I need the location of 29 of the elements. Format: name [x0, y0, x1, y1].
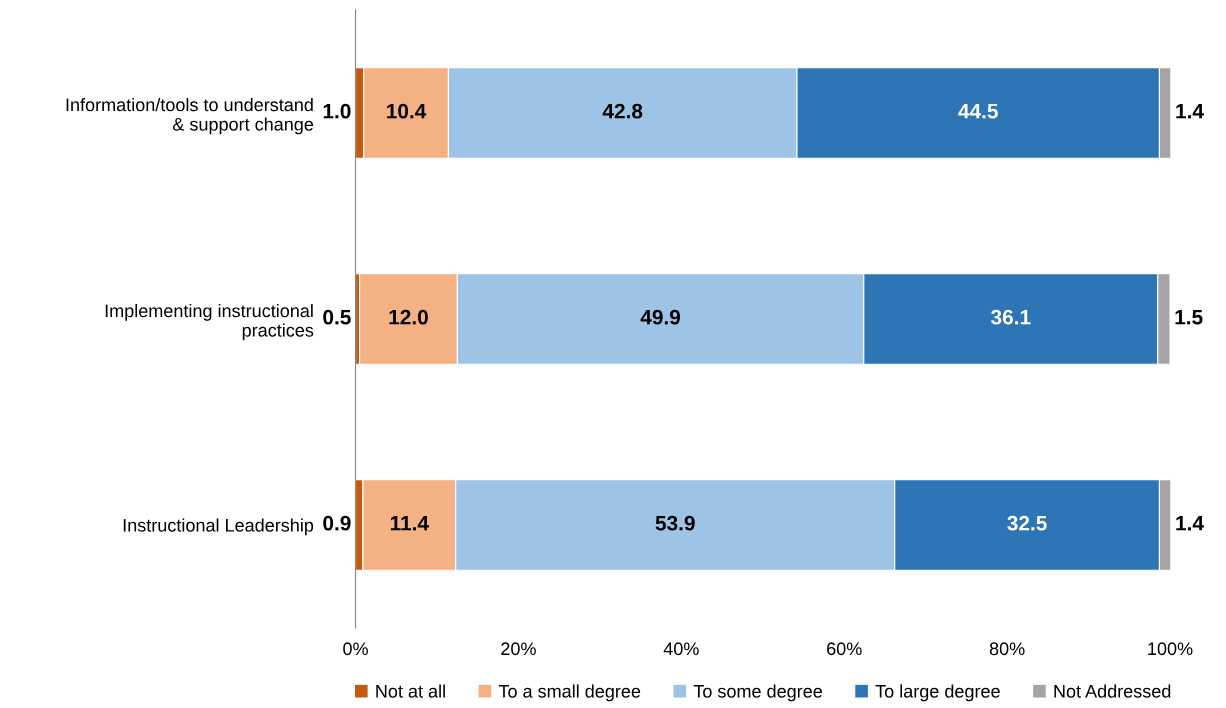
x-tick-label: 80%	[989, 642, 1025, 656]
legend-label: Not at all	[376, 684, 445, 698]
x-tick-label: 20%	[501, 642, 536, 656]
data-label: 1.5	[1175, 310, 1203, 325]
data-label: 0.5	[323, 309, 351, 325]
legend-label: To some degree	[693, 684, 822, 702]
x-tick-label: 100%	[1148, 642, 1193, 656]
data-label: 1.0	[323, 103, 351, 119]
data-label: 11.4	[390, 516, 429, 531]
y-tick-label: Information/tools to understand & support change	[66, 97, 314, 135]
data-label: 1.4	[1176, 103, 1204, 119]
data-label: 36.1	[990, 309, 1031, 325]
y-tick-label: Implementing instructional practices	[105, 304, 314, 341]
data-label: 49.9	[640, 309, 681, 325]
x-tick-label: 40%	[663, 642, 699, 656]
legend-label: Not Addressed	[1054, 684, 1171, 698]
data-label: 1.4	[1176, 516, 1204, 531]
legend-label: To a small degree	[498, 684, 641, 702]
data-label: 12.0	[389, 309, 428, 325]
data-label: 32.5	[1007, 515, 1047, 531]
data-label: 42.8	[602, 103, 643, 119]
legend-label: To large degree	[875, 684, 1000, 702]
data-label: 0.9	[323, 515, 351, 531]
y-tick-label: Instructional Leadership	[123, 518, 314, 536]
data-label: 53.9	[655, 515, 695, 531]
data-label: 10.4	[387, 103, 427, 119]
x-tick-label: 60%	[827, 642, 862, 656]
data-label: 44.5	[958, 103, 998, 119]
x-tick-label: 0%	[343, 642, 368, 656]
